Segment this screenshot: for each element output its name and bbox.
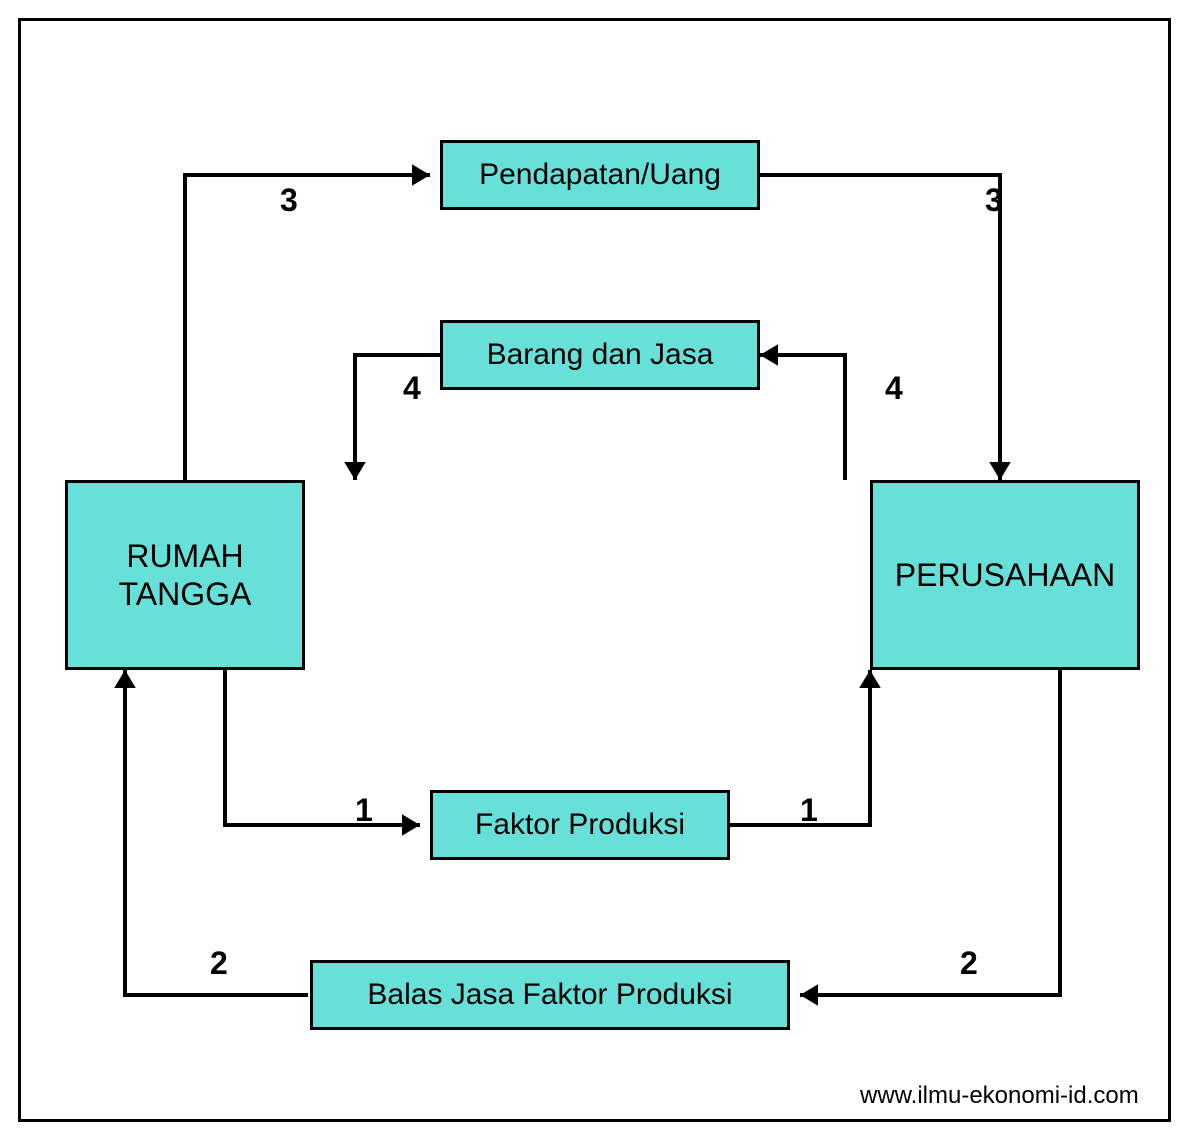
arrow-p2_left: [125, 670, 308, 995]
arrowhead-p1_left: [402, 814, 420, 836]
arrowhead-p2_right: [800, 984, 818, 1006]
arrowhead-p4_left: [344, 462, 366, 480]
arrowhead-p4_right: [760, 344, 778, 366]
diagram-canvas: RUMAH TANGGA PERUSAHAAN Pendapatan/Uang …: [0, 0, 1189, 1140]
arrowhead-p3_left: [412, 164, 430, 186]
arrow-p3_right: [760, 175, 1000, 480]
arrow-layer: [0, 0, 1189, 1140]
arrow-p4_right: [760, 355, 845, 480]
arrow-p4_left: [355, 355, 440, 480]
arrow-p1_left: [225, 670, 420, 825]
arrow-p3_left: [185, 175, 430, 480]
arrow-p2_right: [800, 670, 1060, 995]
arrowhead-p1_right: [859, 670, 881, 688]
arrowhead-p2_left: [114, 670, 136, 688]
arrow-p1_right: [730, 670, 870, 825]
arrowhead-p3_right: [989, 462, 1011, 480]
